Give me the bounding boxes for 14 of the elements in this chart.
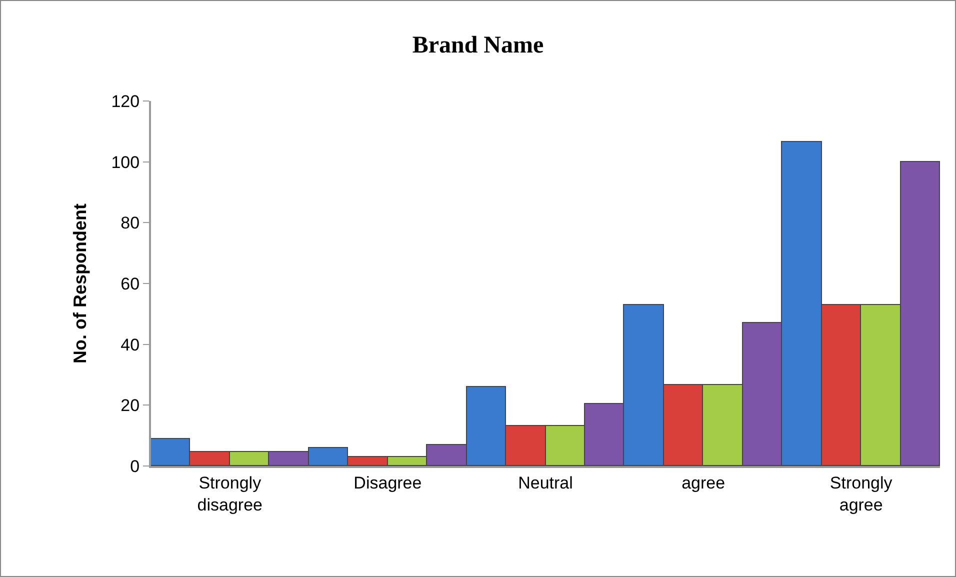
y-tick-label: 80 (120, 214, 140, 233)
y-tick-label: 60 (120, 274, 140, 294)
x-tick-label: Strongly agree (830, 473, 893, 514)
y-tick-label: 120 (111, 92, 140, 111)
chart-title: Brand Name (412, 32, 544, 58)
y-tick-label: 100 (111, 152, 140, 172)
y-tick-label: 0 (130, 456, 140, 476)
y-tick-label: 20 (120, 396, 140, 416)
x-tick-label: Strongly disagree (197, 473, 263, 514)
x-tick-label: Disagree (354, 473, 422, 492)
y-axis-title: No. of Respondent (70, 204, 90, 364)
x-tick-label: Neutral (518, 473, 573, 492)
y-tick-label: 40 (120, 335, 140, 354)
x-tick-label: agree (682, 473, 726, 492)
